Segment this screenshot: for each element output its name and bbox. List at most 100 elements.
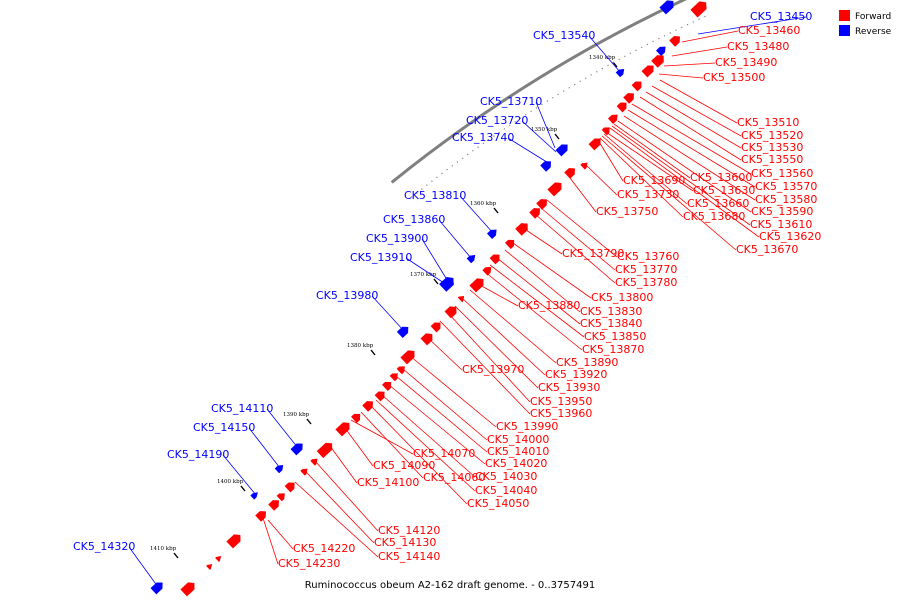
gene-label[interactable]: CK5_14100: [329, 445, 419, 489]
gene-label[interactable]: CK5_13900: [366, 232, 450, 284]
gene-label[interactable]: CK5_13680: [599, 137, 745, 223]
gene-label[interactable]: CK5_13800: [512, 242, 653, 304]
gene-label[interactable]: CK5_13460: [681, 24, 800, 43]
gene-label[interactable]: CK5_13690: [597, 139, 685, 187]
gene-label[interactable]: CK5_13540: [533, 29, 621, 73]
gene-label[interactable]: CK5_13830: [504, 249, 642, 318]
gene-label[interactable]: CK5_14120: [314, 460, 440, 537]
gene-name: CK5_13900: [366, 232, 428, 245]
gene-label[interactable]: CK5_14030: [381, 394, 537, 483]
gene-label[interactable]: CK5_13450: [697, 10, 812, 35]
gene-name: CK5_14020: [485, 457, 547, 470]
gene-label[interactable]: CK5_13510: [659, 79, 799, 129]
gene-label[interactable]: CK5_13600: [613, 123, 752, 184]
gene-name: CK5_13510: [737, 116, 799, 129]
gene-label[interactable]: CK5_14050: [369, 404, 529, 510]
gene-label[interactable]: CK5_13880: [477, 283, 580, 312]
gene-label[interactable]: CK5_13850: [489, 264, 646, 343]
gene-name: CK5_14060: [423, 471, 485, 484]
gene-label[interactable]: CK5_13970: [427, 337, 524, 376]
gene-label[interactable]: CK5_13910: [350, 251, 448, 286]
gene-label[interactable]: CK5_14110: [211, 402, 299, 449]
gene-label[interactable]: CK5_13560: [631, 103, 813, 180]
gene-label[interactable]: CK5_13840: [496, 257, 642, 330]
tick-marker: 1400 kbp: [217, 479, 246, 492]
gene-label[interactable]: CK5_13990: [409, 355, 558, 433]
reverse-gene-block: [274, 464, 284, 474]
gene-name: CK5_14070: [413, 447, 475, 460]
gene-label[interactable]: CK5_14070: [350, 419, 475, 460]
gene-label[interactable]: CK5_13630: [605, 131, 755, 197]
gene-label[interactable]: CK5_13480: [671, 40, 789, 57]
gene-label[interactable]: CK5_14010: [395, 375, 549, 458]
gene-label[interactable]: CK5_13810: [404, 189, 494, 234]
gene-label[interactable]: CK5_13490: [663, 56, 777, 69]
backbone-dot: [426, 184, 428, 186]
gene-name: CK5_13670: [736, 243, 798, 256]
leader-line: [489, 264, 585, 338]
gene-label[interactable]: CK5_13750: [569, 177, 658, 218]
gene-label[interactable]: CK5_13770: [540, 207, 677, 276]
gene-label[interactable]: CK5_13670: [601, 135, 798, 256]
forward-gene-block: [310, 458, 318, 466]
gene-label[interactable]: CK5_13720: [466, 114, 557, 153]
gene-label[interactable]: CK5_13610: [611, 125, 812, 231]
gene-label[interactable]: CK5_13790: [522, 227, 624, 260]
gene-label[interactable]: CK5_14130: [304, 470, 436, 549]
gene-label[interactable]: CK5_13890: [469, 289, 618, 369]
gene-label[interactable]: CK5_14190: [167, 448, 257, 496]
gene-label[interactable]: CK5_13520: [651, 85, 803, 142]
forward-gene-block: [444, 306, 457, 319]
gene-label[interactable]: CK5_14140: [294, 481, 440, 563]
gene-label[interactable]: CK5_13660: [603, 133, 749, 210]
forward-gene-block: [396, 366, 405, 375]
forward-gene-block: [430, 322, 441, 333]
leader-line: [447, 312, 531, 403]
backbone-dot: [629, 52, 632, 54]
gene-label[interactable]: CK5_14230: [261, 514, 340, 570]
gene-label[interactable]: CK5_14040: [375, 399, 537, 497]
backbone-dot: [472, 150, 474, 152]
gene-label[interactable]: CK5_13920: [461, 297, 607, 381]
gene-label[interactable]: CK5_14020: [388, 384, 547, 470]
forward-gene-block: [651, 55, 664, 68]
backbone-dot: [590, 74, 592, 76]
gene-label[interactable]: CK5_13710: [480, 95, 556, 149]
tick-line: [493, 207, 499, 214]
gene-label[interactable]: CK5_13980: [316, 289, 405, 332]
gene-label[interactable]: CK5_13570: [627, 109, 817, 193]
leader-line: [597, 139, 624, 182]
gene-label[interactable]: CK5_14150: [193, 421, 281, 469]
gene-label[interactable]: CK5_14090: [344, 427, 435, 472]
gene-label[interactable]: CK5_13580: [623, 115, 817, 206]
gene-label[interactable]: CK5_13760: [546, 199, 679, 263]
gene-label[interactable]: CK5_13550: [639, 96, 803, 166]
gene-label[interactable]: CK5_13740: [452, 131, 551, 165]
gene-label[interactable]: CK5_13950: [447, 312, 592, 408]
leader-line: [540, 207, 616, 271]
gene-label[interactable]: CK5_14060: [360, 411, 485, 484]
gene-label[interactable]: CK5_14320: [73, 540, 159, 588]
gene-label[interactable]: CK5_13500: [658, 71, 765, 84]
leader-line: [371, 295, 405, 332]
gene-label[interactable]: CK5_13530: [645, 91, 803, 154]
gene-label[interactable]: CK5_13780: [534, 213, 677, 289]
leader-line: [603, 133, 688, 205]
leader-line: [267, 519, 294, 550]
gene-label[interactable]: CK5_13960: [439, 320, 592, 420]
gene-label[interactable]: CK5_13590: [617, 120, 813, 218]
gene-name: CK5_13750: [596, 205, 658, 218]
forward-gene-block: [631, 81, 642, 92]
gene-label[interactable]: CK5_13870: [484, 271, 644, 356]
backbone-dot: [563, 90, 565, 92]
gene-label[interactable]: CK5_13860: [383, 213, 472, 259]
backbone-dot: [624, 55, 626, 57]
gene-label[interactable]: CK5_14220: [267, 519, 355, 555]
gene-label[interactable]: CK5_13730: [585, 164, 679, 201]
gene-label[interactable]: CK5_13620: [609, 127, 821, 243]
gene-label[interactable]: CK5_14000: [402, 368, 549, 446]
leader-line: [697, 16, 807, 35]
gene-label[interactable]: CK5_13930: [454, 305, 600, 394]
reverse-gene-block: [250, 492, 258, 500]
